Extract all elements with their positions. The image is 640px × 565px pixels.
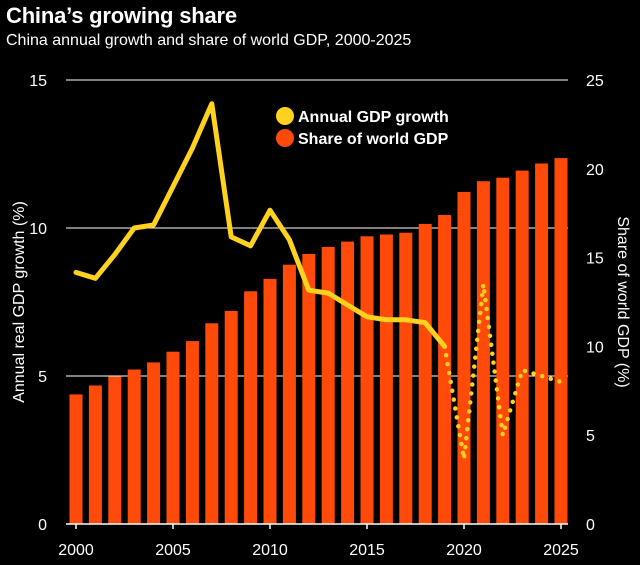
share-bar xyxy=(321,246,335,524)
share-bar xyxy=(282,264,296,524)
growth-line-group xyxy=(73,101,564,462)
legend-share-marker xyxy=(276,129,294,147)
legend: Annual GDP growth Share of world GDP xyxy=(276,107,449,148)
x-tick-label: 2000 xyxy=(58,542,94,559)
share-bar xyxy=(360,236,374,525)
legend-growth-marker xyxy=(276,107,294,125)
share-bar xyxy=(554,158,568,524)
share-bar xyxy=(108,376,122,524)
legend-share-label: Share of world GDP xyxy=(298,131,449,148)
share-bar xyxy=(263,278,277,524)
share-bar xyxy=(69,394,83,524)
y-right-tick-label: 20 xyxy=(586,162,604,179)
share-bar xyxy=(457,191,471,524)
share-bar xyxy=(244,291,258,524)
share-bar xyxy=(438,215,452,524)
y-left-tick-label: 15 xyxy=(29,73,47,90)
share-bar xyxy=(418,223,432,524)
growth-line xyxy=(73,101,448,349)
x-tick-label: 2005 xyxy=(155,542,191,559)
share-bar xyxy=(535,163,549,524)
share-bar xyxy=(147,362,161,524)
share-bar xyxy=(185,341,199,524)
share-bar xyxy=(224,310,238,524)
y-axis-right-label: Share of world GDP (%) xyxy=(614,216,631,387)
share-bars xyxy=(69,158,568,525)
share-bar xyxy=(379,234,393,524)
x-tick-label: 2015 xyxy=(349,542,385,559)
growth-line-projection xyxy=(442,281,564,462)
share-bar xyxy=(399,232,413,524)
y-left-tick-label: 5 xyxy=(38,369,47,386)
share-bar xyxy=(515,170,529,524)
x-axis: 2000 2005 2010 2015 2020 2025 xyxy=(58,523,579,559)
y-right-tick-label: 15 xyxy=(586,251,604,268)
share-bar xyxy=(166,351,180,524)
x-tick-label: 2020 xyxy=(446,542,482,559)
legend-growth-label: Annual GDP growth xyxy=(298,109,449,126)
y-left-tick-label: 10 xyxy=(29,221,47,238)
y-left-tick-label: 0 xyxy=(38,517,47,534)
chart-title: China’s growing share xyxy=(6,3,237,28)
y-right-tick-label: 0 xyxy=(586,517,595,534)
y-axis-left-label: Annual real GDP growth (%) xyxy=(11,201,28,403)
share-bar xyxy=(205,323,219,524)
y-right-tick-label: 5 xyxy=(586,428,595,445)
y-right-tick-label: 10 xyxy=(586,339,604,356)
share-bar xyxy=(127,369,141,524)
share-bar xyxy=(88,385,102,524)
x-tick-label: 2025 xyxy=(543,542,579,559)
y-right-tick-label: 25 xyxy=(586,73,604,90)
x-tick-label: 2010 xyxy=(252,542,288,559)
share-bar xyxy=(302,254,316,524)
y-axis-right: 0 5 10 15 20 25 xyxy=(586,73,604,534)
y-axis-left: 0 5 10 15 xyxy=(29,73,47,534)
share-bar xyxy=(476,181,490,524)
share-bar xyxy=(341,241,355,524)
share-bar xyxy=(496,177,510,524)
chart-subtitle: China annual growth and share of world G… xyxy=(6,32,412,49)
